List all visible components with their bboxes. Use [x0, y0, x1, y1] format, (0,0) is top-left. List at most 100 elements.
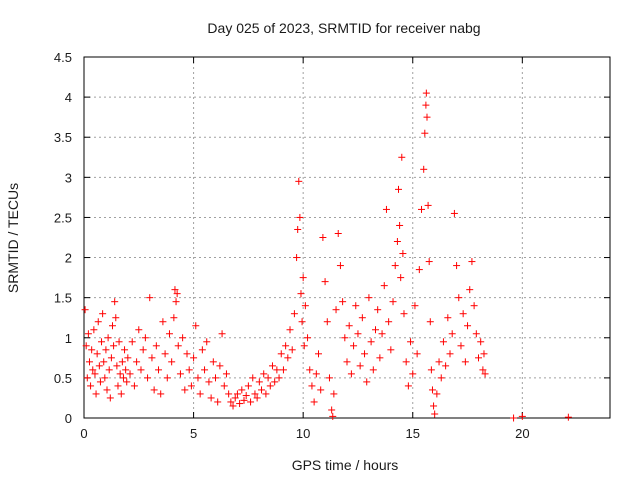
data-point [376, 354, 384, 362]
data-point [365, 294, 373, 302]
data-point [207, 394, 215, 402]
data-point [422, 101, 430, 109]
data-point [179, 334, 187, 342]
data-point [332, 306, 340, 314]
data-point [100, 358, 108, 366]
data-point [361, 350, 369, 358]
data-point [325, 374, 333, 382]
data-point [141, 334, 149, 342]
data-point [396, 221, 404, 229]
x-tick-label: 5 [190, 426, 197, 441]
data-point [84, 330, 92, 338]
x-tick-label: 20 [515, 426, 529, 441]
data-point [409, 370, 417, 378]
data-point [404, 382, 412, 390]
data-point [216, 362, 224, 370]
data-point [196, 390, 204, 398]
data-point [461, 358, 469, 366]
data-point [450, 209, 458, 217]
data-point [321, 278, 329, 286]
data-point [203, 338, 211, 346]
data-point [273, 366, 281, 374]
data-point [112, 314, 120, 322]
data-point [339, 298, 347, 306]
data-point [423, 113, 431, 121]
data-point [185, 366, 193, 374]
data-point [345, 322, 353, 330]
data-point [378, 330, 386, 338]
data-point [95, 362, 103, 370]
data-point [347, 370, 355, 378]
data-point [117, 390, 125, 398]
data-point [170, 314, 178, 322]
data-point [220, 382, 228, 390]
data-point [415, 266, 423, 274]
data-point [242, 392, 250, 400]
x-tick-label: 0 [80, 426, 87, 441]
data-point [247, 398, 255, 406]
x-tick-label: 15 [406, 426, 420, 441]
y-tick-label: 2.5 [54, 210, 72, 225]
data-point [328, 406, 336, 414]
data-point [288, 346, 296, 354]
data-point [294, 225, 302, 233]
data-point [350, 342, 358, 350]
data-point [413, 350, 421, 358]
data-point [99, 310, 107, 318]
data-point [103, 386, 111, 394]
axis-ticks: 0 5 10 15 20 0 0.5 1 1.5 2 2.5 3 3.5 4 4.5 [54, 50, 610, 441]
data-point [518, 412, 526, 420]
data-point [295, 177, 303, 185]
data-point [260, 370, 268, 378]
data-point [96, 378, 104, 386]
data-point [334, 229, 342, 237]
data-point [319, 234, 327, 241]
data-point [233, 390, 241, 398]
data-point [433, 390, 441, 398]
data-point [424, 201, 432, 209]
y-tick-label: 4.5 [54, 50, 72, 65]
data-point [165, 330, 173, 338]
data-point [187, 382, 195, 390]
data-point [315, 350, 323, 358]
data-point [172, 298, 180, 306]
data-point [107, 354, 115, 362]
data-point [105, 366, 113, 374]
data-point [194, 374, 202, 382]
data-point [475, 354, 482, 362]
data-point [279, 366, 287, 374]
data-point [300, 342, 308, 350]
plot-frame [83, 56, 611, 419]
data-point [168, 358, 176, 366]
data-point [159, 318, 167, 326]
y-tick-label: 1 [65, 331, 72, 346]
data-point [312, 370, 320, 378]
y-tick-label: 0.5 [54, 371, 72, 386]
data-point [422, 89, 430, 97]
data-point [212, 374, 219, 382]
data-point [198, 346, 206, 354]
data-point [421, 129, 429, 137]
y-tick-label: 4 [65, 90, 72, 105]
data-point [352, 302, 360, 310]
data-point [455, 294, 463, 302]
data-point [155, 366, 163, 374]
data-point [225, 390, 233, 398]
data-point [442, 362, 450, 370]
data-point [183, 350, 191, 358]
data-point [426, 318, 434, 326]
y-tick-label: 3.5 [54, 130, 72, 145]
data-point [358, 314, 366, 322]
data-point [82, 342, 90, 350]
data-point [308, 382, 316, 390]
data-point [190, 354, 198, 362]
data-point [380, 282, 388, 290]
data-point [238, 386, 246, 394]
data-point [407, 338, 415, 346]
data-point [121, 346, 129, 354]
data-point [336, 262, 344, 270]
data-point [150, 386, 158, 394]
data-point [470, 302, 478, 310]
data-point [102, 346, 110, 354]
